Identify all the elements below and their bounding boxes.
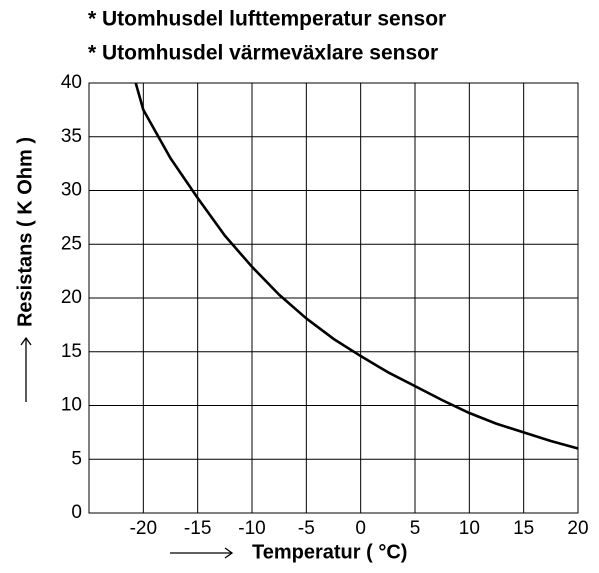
x-tick-label: 20 [567,518,588,539]
y-arrow [20,336,32,402]
x-tick-label: -15 [184,518,211,539]
x-tick-label: 5 [410,518,421,539]
x-tick-label: -5 [298,518,315,539]
x-tick-label: 15 [513,518,534,539]
y-tick-label: 20 [61,287,82,308]
x-tick-label: -10 [238,518,265,539]
x-tick-label: 10 [459,518,480,539]
y-tick-label: 40 [61,72,82,93]
y-tick-label: 30 [61,180,82,201]
line [134,82,579,450]
y-tick-label: 35 [61,126,82,147]
y-tick-label: 0 [71,502,82,523]
chart-title: * Utomhusdel lufttemperatur sensor [88,8,446,31]
y-tick-label: 25 [61,233,82,254]
y-tick-label: 15 [61,341,82,362]
x-tick-label: -20 [130,518,157,539]
y-tick-label: 5 [71,448,82,469]
y-tick-label: 10 [61,395,82,416]
x-arrow [170,547,234,559]
x-tick-label: 0 [355,518,366,539]
chart-subtitle: * Utomhusdel värmeväxlare sensor [88,42,438,65]
x-axis-label: Temperatur ( °C) [252,541,407,563]
y-axis-label: Resistans ( K Ohm ) [14,137,36,327]
